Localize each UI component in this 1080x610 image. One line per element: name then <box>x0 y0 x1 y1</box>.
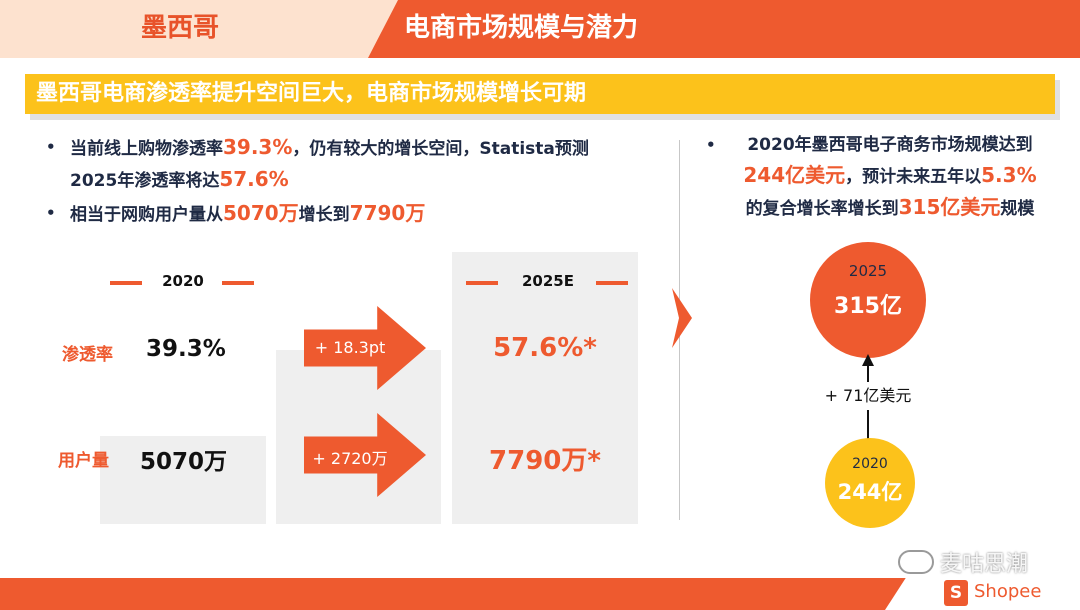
highlight-value: 7790万 <box>349 201 426 225</box>
market-2025-circle: 2025 315亿 <box>810 242 926 358</box>
header-country: 墨西哥 <box>140 13 219 43</box>
market-2025-value: 315亿 <box>834 294 902 319</box>
header-dash-right <box>596 281 628 285</box>
bullet-text: 增长到 <box>298 205 350 225</box>
bullet-dot-icon: • <box>706 136 716 154</box>
highlight-value: 5.3% <box>981 163 1037 187</box>
subtitle-text: 墨西哥电商渗透率提升空间巨大，电商市场规模增长可期 <box>36 81 587 106</box>
gray-block-2020 <box>100 436 266 524</box>
bullet-text: ，预计未来五年以 <box>845 167 982 187</box>
value-2020-users: 5070万 <box>140 449 228 475</box>
footer-brand-panel <box>885 576 1080 610</box>
bullet-text: 2020年墨西哥电子商务市场规模达到 <box>747 135 1033 155</box>
shopee-bag-icon: S <box>944 580 968 606</box>
bullet-text: 规模 <box>1000 199 1035 219</box>
value-2025-penetration: 57.6%* <box>493 333 597 363</box>
bullet-penetration: • 当前线上购物渗透率39.3%，仍有较大的增长空间，Statista预测 20… <box>46 132 630 196</box>
market-2020-value: 244亿 <box>837 480 903 504</box>
delta-users: + 2720万 <box>312 449 388 468</box>
highlight-value: 244亿美元 <box>743 163 846 187</box>
bullet-users: • 相当于网购用户量从5070万增长到7790万 <box>46 198 630 230</box>
value-2025-users: 7790万* <box>489 446 601 476</box>
highlight-value: 39.3% <box>223 135 293 159</box>
header-country-panel <box>0 0 400 58</box>
gray-block-2025 <box>452 252 638 524</box>
page-title: 电商市场规模与潜力 <box>404 13 639 43</box>
highlight-value: 57.6% <box>219 167 289 191</box>
header-dash-left <box>466 281 498 285</box>
market-2020-year: 2020 <box>852 456 888 472</box>
growth-label: + 71亿美元 <box>810 382 926 410</box>
shopee-logo-text: Shopee <box>974 581 1042 602</box>
watermark-text: 麦咕思潮 <box>940 552 1029 577</box>
row-label-users: 用户量 <box>58 451 109 471</box>
market-2025-year: 2025 <box>848 262 888 280</box>
subtitle-band <box>25 74 1055 114</box>
highlight-value: 5070万 <box>223 201 299 225</box>
row-label-penetration: 渗透率 <box>62 345 113 365</box>
wechat-icon <box>898 550 934 574</box>
bullet-text: ，仍有较大的增长空间，Statista预测 <box>292 139 589 159</box>
column-header-2020: 2020 <box>162 272 204 290</box>
bullet-dot-icon: • <box>46 138 56 156</box>
header-dash-right <box>222 281 254 285</box>
market-2020-circle: 2020 244亿 <box>825 438 915 528</box>
value-2020-penetration: 39.3% <box>146 336 226 362</box>
bullet-text: 当前线上购物渗透率 <box>70 139 223 159</box>
bullet-text: 相当于网购用户量从 <box>70 205 223 225</box>
column-header-2025: 2025E <box>522 272 574 290</box>
chevron-right-icon <box>672 288 692 348</box>
header-title-panel <box>368 0 1080 58</box>
highlight-value: 315亿美元 <box>898 195 1001 219</box>
bullet-dot-icon: • <box>46 204 56 222</box>
header-dash-left <box>110 281 142 285</box>
delta-penetration: + 18.3pt <box>314 338 386 357</box>
bullet-text: 2025年渗透率将达 <box>70 171 220 191</box>
bullet-text: 的复合增长率增长到 <box>745 199 899 219</box>
bullet-market-size: • 2020年墨西哥电子商务市场规模达到 244亿美元，预计未来五年以5.3% … <box>706 130 1050 224</box>
